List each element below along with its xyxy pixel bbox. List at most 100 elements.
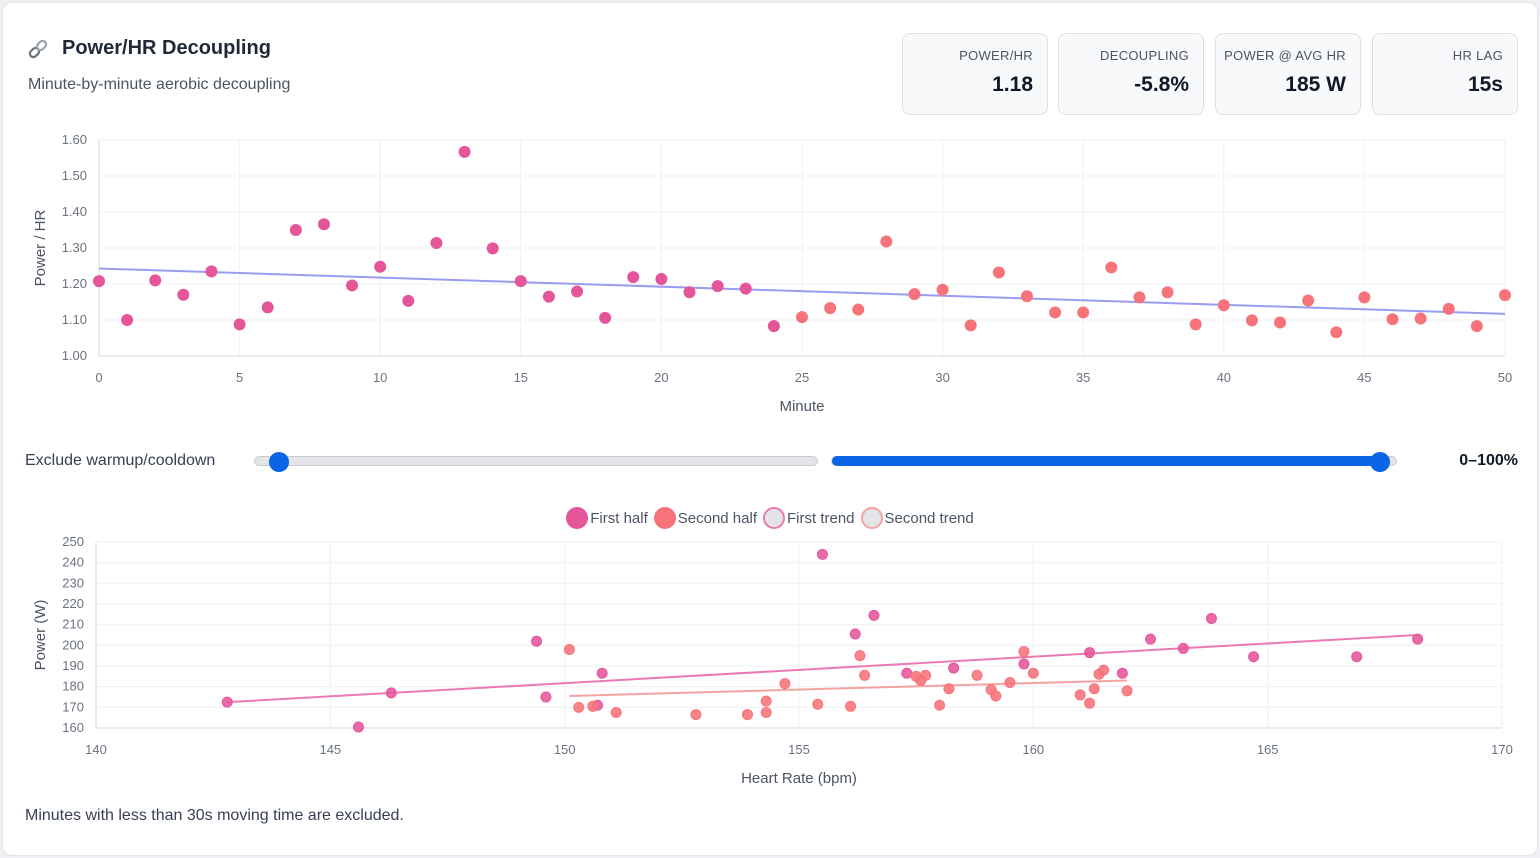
second-half-point <box>1189 318 1202 331</box>
stat-decoupling: DECOUPLING -5.8% <box>1058 33 1204 115</box>
y-tick-label: 170 <box>62 699 84 714</box>
first-half-point <box>402 294 415 307</box>
second-half-point <box>859 669 871 681</box>
second-half-point <box>1121 685 1133 697</box>
first-half-point <box>317 218 330 231</box>
stat-value: 185 W <box>1285 73 1346 96</box>
second-half-point <box>1020 290 1033 303</box>
stat-hr-lag: HR LAG 15s <box>1372 33 1518 115</box>
footnote: Minutes with less than 30s moving time a… <box>25 807 404 824</box>
second-half-point <box>943 683 955 695</box>
legend-label: Second half <box>677 509 757 527</box>
legend-swatch <box>566 507 589 529</box>
first-half-point <box>655 272 668 285</box>
first-half-point <box>1084 647 1096 659</box>
warmup-slider-track[interactable] <box>254 452 818 472</box>
second-half-point <box>964 319 977 332</box>
second-half-point <box>852 303 865 316</box>
second-half-point <box>854 650 866 662</box>
power-hr-by-minute-chart: 0 5 10 15 20 25 30 35 40 45 50 1.00 1.10 1.20 1.30 1.40… <box>32 132 1512 415</box>
second-half-point <box>971 669 983 681</box>
cooldown-slider-thumb[interactable] <box>1370 452 1390 472</box>
legend-swatch <box>860 507 883 529</box>
first-half-point <box>571 285 584 298</box>
x-tick-label: 40 <box>1217 370 1231 385</box>
first-half-point <box>1018 658 1030 670</box>
x-tick-label: 50 <box>1498 370 1512 385</box>
first-half-point <box>352 721 364 733</box>
second-half-point <box>1358 291 1371 304</box>
x-tick-label: 150 <box>554 742 576 757</box>
second-half-point <box>1414 312 1427 325</box>
stat-value: 15s <box>1467 73 1503 96</box>
x-tick-label: 160 <box>1022 742 1044 757</box>
second-half-point <box>1274 316 1287 329</box>
first-half-point <box>289 224 302 236</box>
y-tick-label: 1.60 <box>62 132 87 147</box>
second-half-point <box>1217 299 1230 312</box>
second-half-point <box>1442 302 1455 315</box>
y-tick-label: 230 <box>62 575 84 590</box>
page-title: Power/HR Decoupling <box>62 37 271 59</box>
second-half-point <box>1018 646 1030 658</box>
first-half-point <box>430 236 443 249</box>
first-half-point <box>1351 651 1363 663</box>
second-half-point <box>1105 261 1118 274</box>
second-half-point <box>992 266 1005 279</box>
legend-item-first-trend[interactable]: First trend <box>763 507 855 529</box>
first-half-point <box>121 314 134 326</box>
first-trend-line <box>227 634 1418 704</box>
second-half-point <box>563 643 575 655</box>
power-vs-hr-chart: 140 145 150 155 160 165 170 160 170 180 190 200 210 2… <box>32 534 1513 787</box>
y-tick-label: 1.30 <box>62 240 87 255</box>
x-tick-label: 145 <box>319 742 341 757</box>
first-half-point <box>233 318 246 331</box>
first-half-point <box>1116 667 1128 679</box>
first-half-point <box>458 145 471 158</box>
y-tick-label: 210 <box>62 617 84 632</box>
x-tick-label: 170 <box>1491 742 1513 757</box>
second-half-point <box>741 709 753 721</box>
x-tick-label: 140 <box>85 742 107 757</box>
second-half-point <box>610 707 622 718</box>
legend-label: First trend <box>787 509 855 527</box>
first-half-point <box>149 274 162 287</box>
legend-item-first-half[interactable]: First half <box>566 507 648 529</box>
first-half-point <box>683 286 696 299</box>
second-half-point <box>845 700 857 712</box>
y-tick-label: 220 <box>62 596 84 611</box>
y-tick-label: 1.00 <box>62 348 87 363</box>
legend-item-second-half[interactable]: Second half <box>653 507 757 529</box>
first-half-point <box>1177 642 1189 654</box>
y-tick-label: 240 <box>62 555 84 570</box>
x-tick-label: 5 <box>236 370 243 385</box>
first-half-point <box>531 635 543 647</box>
second-trend-line <box>569 679 1128 697</box>
x-tick-label: 25 <box>795 370 809 385</box>
first-half-point <box>205 265 218 278</box>
x-tick-label: 165 <box>1257 742 1279 757</box>
second-half-point <box>880 235 893 248</box>
second-half-point <box>936 283 949 296</box>
second-half-point <box>824 302 837 315</box>
stat-power-at-avg-hr: POWER @ AVG HR 185 W <box>1215 33 1361 115</box>
first-half-point <box>221 696 233 708</box>
second-half-point <box>573 701 585 713</box>
legend-label: Second trend <box>884 509 974 527</box>
first-half-point <box>901 667 913 679</box>
range-value: 0–100% <box>1459 452 1518 469</box>
legend-swatch <box>653 507 676 529</box>
x-tick-label: 10 <box>373 370 387 385</box>
cooldown-slider-track[interactable] <box>831 452 1397 472</box>
second-half-point <box>1077 306 1090 319</box>
first-half-point <box>374 260 387 273</box>
stat-label: POWER @ AVG HR <box>1224 48 1346 63</box>
x-tick-label: 30 <box>935 370 949 385</box>
x-axis-title: Minute <box>779 398 824 415</box>
second-half-point <box>1088 683 1100 695</box>
second-half-point <box>1499 289 1511 302</box>
legend-item-second-trend[interactable]: Second trend <box>860 507 974 529</box>
first-half-point <box>767 320 780 333</box>
warmup-slider-thumb[interactable] <box>269 452 289 472</box>
stat-label: DECOUPLING <box>1100 48 1189 63</box>
